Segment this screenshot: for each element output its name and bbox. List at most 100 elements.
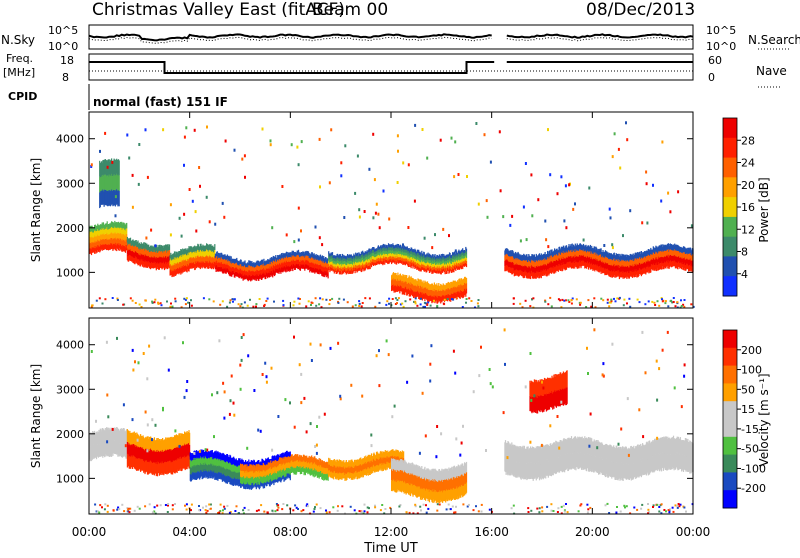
heatmap-cell [574, 202, 576, 205]
heatmap-cell [588, 187, 590, 190]
heatmap-cell [544, 220, 546, 223]
heatmap-cell [298, 207, 300, 210]
heatmap-cell [192, 200, 194, 203]
heatmap-cell [549, 173, 551, 176]
heatmap-cell [409, 298, 411, 300]
heatmap-cell [293, 301, 295, 303]
heatmap-cell [329, 299, 331, 301]
heatmap-cell [676, 301, 678, 303]
heatmap-cell [626, 302, 628, 304]
heatmap-cell [658, 305, 660, 307]
heatmap-cell [315, 305, 317, 307]
nave-tick-bottom: 0 [708, 71, 715, 84]
heatmap-cell [639, 301, 641, 303]
heatmap-cell [509, 224, 511, 227]
heatmap-cell [190, 299, 192, 301]
heatmap-cell [388, 298, 390, 300]
heatmap-cell [259, 298, 261, 300]
heatmap-cell [185, 303, 187, 305]
heatmap-cell [549, 297, 551, 299]
heatmap-cell [646, 222, 648, 225]
heatmap-cell [551, 305, 553, 307]
heatmap-cell [117, 299, 119, 301]
heatmap-cell [673, 297, 675, 299]
heatmap-cell [612, 155, 614, 158]
freq-label-2: [MHz] [3, 66, 35, 79]
heatmap-cell [661, 298, 663, 300]
heatmap-cell [132, 300, 134, 302]
heatmap-cell [183, 164, 185, 167]
heatmap-cell [455, 268, 456, 271]
heatmap-cell [424, 237, 426, 240]
heatmap-cell [186, 297, 188, 299]
heatmap-cell [162, 128, 164, 131]
heatmap-cell [126, 228, 127, 234]
heatmap-cell [337, 302, 339, 304]
heatmap-cell [385, 304, 387, 306]
heatmap-cell [338, 298, 340, 300]
heatmap-cell [232, 301, 234, 303]
heatmap-cell [219, 304, 221, 306]
heatmap-cell [185, 126, 187, 129]
heatmap-cell [670, 300, 672, 302]
heatmap-cell [265, 300, 267, 302]
heatmap-cell [446, 271, 447, 274]
heatmap-cell [471, 300, 473, 302]
heatmap-cell [603, 244, 605, 247]
heatmap-cell [466, 258, 467, 261]
heatmap-cell [300, 229, 302, 232]
heatmap-cell [453, 175, 455, 178]
heatmap-cell [652, 184, 654, 187]
heatmap-cell [530, 173, 532, 176]
noise-right-label: N.Search [748, 33, 800, 47]
heatmap-cell [293, 304, 295, 306]
heatmap-cell [214, 223, 216, 226]
heatmap-cell [402, 161, 404, 164]
heatmap-cell [669, 210, 671, 213]
heatmap-cell [684, 299, 686, 301]
heatmap-cell [312, 302, 314, 304]
heatmap-cell [296, 146, 298, 149]
heatmap-cell [111, 161, 113, 164]
heatmap-cell [661, 141, 663, 144]
heatmap-cell [209, 220, 211, 223]
noise-right-tick-top: 10^5 [706, 24, 736, 37]
heatmap-cell [166, 301, 168, 303]
heatmap-cell [244, 301, 246, 303]
heatmap-cell [416, 305, 418, 307]
heatmap-cell [563, 300, 565, 302]
heatmap-cell [477, 302, 479, 304]
heatmap-cell [511, 215, 513, 218]
heatmap-cell [600, 298, 602, 300]
heatmap-cell [195, 210, 197, 213]
heatmap-cell [608, 305, 610, 307]
heatmap-cell [414, 200, 416, 203]
heatmap-cell [451, 137, 453, 140]
heatmap-cell [593, 297, 595, 299]
heatmap-cell [395, 297, 397, 299]
heatmap-cell [398, 297, 400, 299]
heatmap-cell [557, 192, 559, 195]
heatmap-cell [299, 303, 301, 305]
heatmap-cell [455, 249, 457, 252]
heatmap-cell [281, 185, 283, 188]
heatmap-cell [458, 173, 460, 176]
heatmap-cell [583, 239, 585, 242]
heatmap-cell [319, 236, 321, 239]
heatmap-cell [152, 302, 154, 304]
heatmap-cell [319, 185, 321, 188]
heatmap-cell [478, 203, 480, 206]
heatmap-cell [315, 297, 317, 299]
heatmap-cell [172, 306, 174, 308]
heatmap-cell [420, 303, 422, 305]
heatmap-cell [195, 230, 197, 233]
heatmap-cell [626, 138, 628, 141]
heatmap-cell [422, 128, 424, 131]
heatmap-cell [252, 306, 254, 308]
heatmap-cell [174, 298, 176, 300]
heatmap-cell [145, 237, 147, 240]
frequency-panel: Freq. [MHz] 18 8 60 0 Nave [3, 52, 787, 87]
heatmap-cell [384, 261, 385, 264]
heatmap-cell [619, 167, 621, 170]
heatmap-cell [408, 163, 410, 166]
